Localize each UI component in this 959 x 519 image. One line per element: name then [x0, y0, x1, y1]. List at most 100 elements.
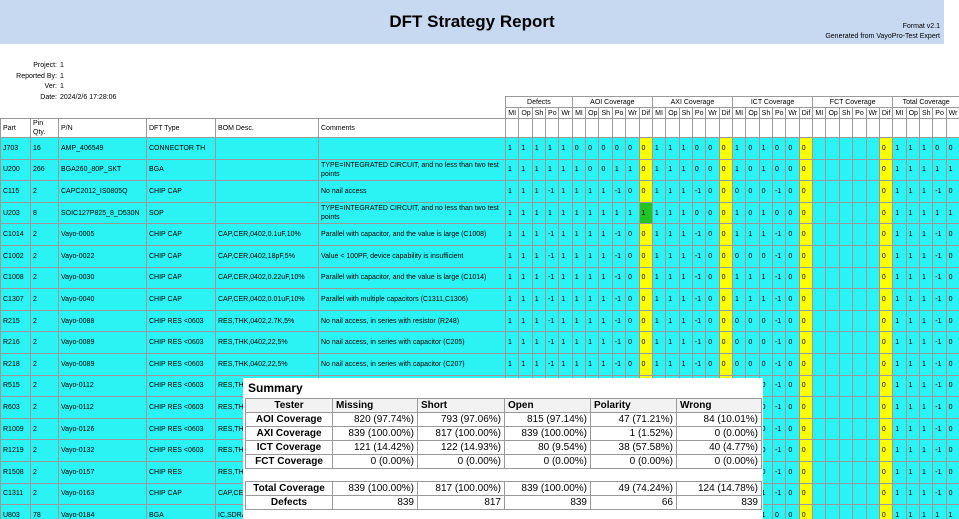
- coverage-cell: [838, 331, 854, 354]
- coverage-cell: 1: [571, 266, 587, 290]
- coverage-cell: [852, 266, 867, 290]
- coverage-cell: 1: [504, 352, 520, 376]
- coverage-cell: 1: [531, 266, 547, 290]
- dif-cell: 0: [878, 331, 894, 354]
- coverage-cell: [825, 460, 840, 484]
- dif-cell: 0: [798, 482, 814, 506]
- coverage-cell: 1: [918, 201, 934, 225]
- coverage-cell: -1: [691, 352, 707, 376]
- coverage-cell: 0: [691, 137, 707, 160]
- coverage-cell: -1: [691, 180, 707, 203]
- part-row: R216 2 Vayo-0089 CHIP RES <0603 RES,THK,0402…: [0, 331, 959, 354]
- header-cell: [758, 118, 774, 138]
- coverage-cell: 1: [905, 439, 920, 462]
- sub-header: Dif: [638, 107, 653, 119]
- coverage-cell: 0: [745, 158, 760, 182]
- coverage-cell: [838, 439, 854, 462]
- report-title: DFT Strategy Report: [389, 12, 555, 31]
- coverage-cell: [865, 439, 880, 462]
- summary-value: 122 (14.93%): [417, 440, 505, 455]
- coverage-cell: [852, 180, 867, 203]
- coverage-cell: 1: [665, 288, 680, 311]
- dif-cell: 0: [798, 352, 814, 376]
- coverage-cell: 1: [678, 223, 693, 246]
- coverage-cell: 1: [731, 266, 747, 290]
- coverage-cell: 1: [598, 331, 613, 354]
- coverage-cell: 0: [758, 352, 774, 376]
- coverage-cell: 1: [678, 244, 693, 268]
- sub-header: Sh: [918, 107, 934, 119]
- coverage-cell: -1: [932, 309, 947, 333]
- dif-cell: 0: [638, 309, 653, 333]
- coverage-cell: -1: [545, 180, 560, 203]
- coverage-cell: 0: [731, 352, 747, 376]
- coverage-cell: 1: [678, 158, 693, 182]
- coverage-cell: -1: [932, 223, 947, 246]
- coverage-cell: 0: [758, 309, 774, 333]
- coverage-cell: [852, 244, 867, 268]
- coverage-cell: 0: [745, 352, 760, 376]
- coverage-cell: 0: [745, 180, 760, 203]
- coverage-cell: [838, 244, 854, 268]
- coverage-cell: -1: [932, 396, 947, 419]
- coverage-cell: [852, 374, 867, 398]
- coverage-cell: 1: [571, 244, 587, 268]
- header-cell: [518, 118, 533, 138]
- part-cell: 2: [30, 223, 59, 246]
- coverage-cell: 1: [598, 223, 613, 246]
- sub-header: Sh: [678, 107, 693, 119]
- group-header: Total Coverage: [892, 96, 959, 108]
- coverage-cell: 0: [731, 244, 747, 268]
- coverage-cell: 1: [758, 137, 774, 160]
- coverage-cell: 0: [785, 417, 800, 441]
- dif-cell: 0: [638, 223, 653, 246]
- part-cell: CHIP CAP: [146, 180, 216, 203]
- coverage-cell: 1: [545, 137, 560, 160]
- coverage-cell: 1: [905, 288, 920, 311]
- coverage-cell: 1: [918, 352, 934, 376]
- coverage-cell: 1: [651, 223, 667, 246]
- coverage-cell: 1: [745, 266, 760, 290]
- coverage-cell: [838, 460, 854, 484]
- summary-header: Tester: [245, 398, 333, 413]
- sub-header: Po: [772, 107, 787, 119]
- part-cell: CHIP RES <0603: [146, 417, 216, 441]
- summary-value: 839 (100.00%): [332, 426, 418, 441]
- summary-header: Wrong: [676, 398, 762, 413]
- column-header: BOM Desc.: [215, 118, 319, 138]
- coverage-cell: 0: [945, 352, 959, 376]
- part-row: C1014 2 Vayo-0005 CHIP CAP CAP,CER,0402,0.1u…: [0, 223, 959, 246]
- sub-header: Wr: [558, 107, 573, 119]
- coverage-cell: 1: [571, 309, 587, 333]
- header-cell: [731, 118, 747, 138]
- coverage-cell: 0: [598, 158, 613, 182]
- coverage-cell: 1: [531, 288, 547, 311]
- coverage-cell: 1: [518, 180, 533, 203]
- column-header: Pin Qty.: [30, 118, 59, 138]
- dif-cell: 0: [798, 201, 814, 225]
- column-header: DFT Type: [146, 118, 216, 138]
- part-cell: 16: [30, 137, 59, 160]
- coverage-cell: 1: [571, 288, 587, 311]
- coverage-cell: [812, 309, 827, 333]
- coverage-cell: [852, 137, 867, 160]
- coverage-cell: -1: [772, 331, 787, 354]
- coverage-cell: [838, 374, 854, 398]
- summary-row: ICT Coverage 121 (14.42%) 122 (14.93%) 80 (…: [245, 440, 762, 455]
- part-cell: CAPC2012_IS0805Q: [58, 180, 147, 203]
- header-cell: [611, 118, 627, 138]
- spacer: [246, 469, 762, 482]
- header-cell: [878, 118, 894, 138]
- coverage-cell: 1: [531, 180, 547, 203]
- coverage-cell: 1: [665, 201, 680, 225]
- coverage-cell: 1: [918, 439, 934, 462]
- coverage-cell: 1: [892, 158, 907, 182]
- coverage-cell: 1: [905, 482, 920, 506]
- header-cell: [905, 118, 920, 138]
- coverage-cell: 1: [665, 331, 680, 354]
- coverage-cell: 1: [665, 309, 680, 333]
- part-cell: TYPE=INTEGRATED CIRCUIT, and no less tha…: [318, 201, 506, 225]
- summary-value: 839 (100.00%): [504, 481, 591, 496]
- part-cell: R218: [0, 352, 31, 376]
- part-cell: C1311: [0, 482, 31, 506]
